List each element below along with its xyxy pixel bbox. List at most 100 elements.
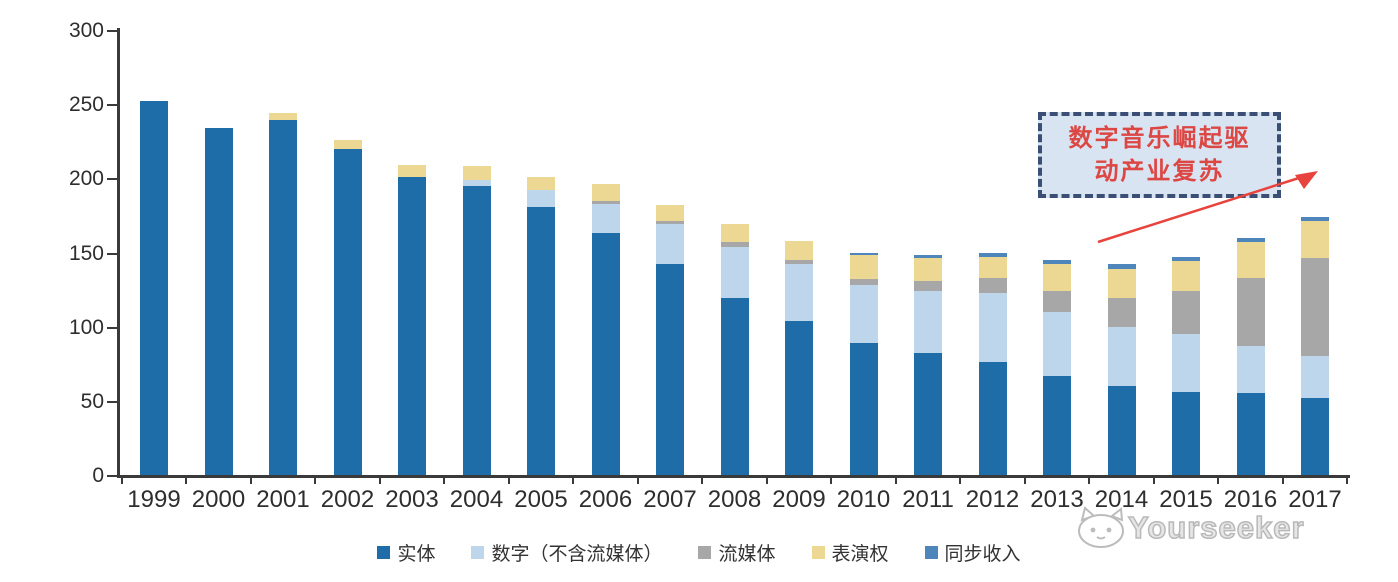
legend-swatch-icon xyxy=(811,545,825,559)
x-axis-tick xyxy=(185,476,188,484)
bar-segment-2010 xyxy=(849,255,878,280)
bar-segment-2014 xyxy=(1107,264,1136,269)
y-axis-tick xyxy=(107,400,118,403)
x-axis-label-1999: 1999 xyxy=(127,486,181,513)
legend-item: 同步收入 xyxy=(924,539,1021,566)
x-axis-label-2009: 2009 xyxy=(772,486,826,513)
chart-legend: 实体 数字（不含流媒体） 流媒体 表演权 同步收入 xyxy=(0,537,1398,567)
x-axis-label-2017: 2017 xyxy=(1288,486,1342,513)
bar-segment-2003 xyxy=(398,176,426,475)
bar-segment-2001 xyxy=(269,120,297,475)
x-axis-tick xyxy=(443,476,446,484)
y-axis-tick-label: 250 xyxy=(68,93,104,117)
bar-segment-2003 xyxy=(398,164,426,177)
bar-segment-2011 xyxy=(914,291,942,354)
x-axis-label-2015: 2015 xyxy=(1159,486,1213,513)
bar-segment-2009 xyxy=(785,320,813,475)
y-axis-line xyxy=(117,28,120,478)
bar-segment-2007 xyxy=(656,205,684,222)
legend-label: 同步收入 xyxy=(944,543,1021,565)
bar-segment-2012 xyxy=(978,292,1007,363)
legend-label: 数字（不含流媒体） xyxy=(491,543,663,565)
bar-segment-2000 xyxy=(204,127,233,475)
bar-segment-2017 xyxy=(1301,221,1329,259)
bar-segment-2011 xyxy=(914,280,942,292)
bar-segment-2011 xyxy=(914,255,942,259)
bar-segment-2013 xyxy=(1043,291,1071,312)
bar-segment-2005 xyxy=(527,206,555,475)
x-axis-tick xyxy=(701,476,704,484)
bar-segment-2013 xyxy=(1043,375,1071,475)
x-axis-label-2013: 2013 xyxy=(1030,486,1084,513)
x-axis-line xyxy=(117,475,1350,478)
legend-item: 流媒体 xyxy=(698,539,776,566)
bar-segment-2011 xyxy=(914,258,942,281)
legend-label: 流媒体 xyxy=(718,543,776,565)
x-axis-tick xyxy=(1217,476,1220,484)
bar-segment-2011 xyxy=(914,353,942,475)
y-axis-tick-label: 100 xyxy=(68,315,104,339)
x-axis-label-2001: 2001 xyxy=(256,486,310,513)
bar-segment-2017 xyxy=(1301,258,1329,357)
bar-segment-2004 xyxy=(462,179,491,186)
bar-segment-2005 xyxy=(527,176,555,191)
bar-segment-2016 xyxy=(1236,237,1265,243)
x-axis-tick xyxy=(1281,476,1284,484)
bar-segment-2015 xyxy=(1172,291,1200,335)
x-axis-tick xyxy=(1023,476,1026,484)
bar-segment-2009 xyxy=(785,259,813,265)
bar-segment-2014 xyxy=(1107,268,1136,299)
y-axis-tick xyxy=(107,104,118,107)
x-axis-label-2005: 2005 xyxy=(514,486,568,513)
bar-segment-2006 xyxy=(591,233,620,475)
y-axis-tick-label: 0 xyxy=(92,464,104,487)
x-axis-label-2010: 2010 xyxy=(836,486,891,513)
bar-segment-2016 xyxy=(1236,242,1265,278)
bar-segment-2010 xyxy=(849,285,878,343)
x-axis-label-2003: 2003 xyxy=(385,486,439,513)
bar-segment-2012 xyxy=(978,256,1007,278)
y-axis-tick xyxy=(107,326,118,329)
bar-segment-2015 xyxy=(1172,261,1200,292)
bar-segment-2010 xyxy=(849,279,878,286)
bar-segment-2012 xyxy=(978,277,1007,293)
bar-segment-2016 xyxy=(1236,345,1265,394)
x-axis-tick xyxy=(765,476,768,484)
bar-segment-2014 xyxy=(1107,298,1136,327)
x-axis-label-2004: 2004 xyxy=(449,486,504,513)
y-axis-tick xyxy=(107,30,118,32)
bar-segment-2016 xyxy=(1236,277,1265,346)
legend-item: 实体 xyxy=(377,539,435,566)
x-axis-label-2007: 2007 xyxy=(643,486,697,513)
annotation-arrow-icon xyxy=(1097,171,1318,244)
bar-segment-2004 xyxy=(462,166,491,180)
legend-swatch-icon xyxy=(698,545,712,559)
x-axis-label-2002: 2002 xyxy=(320,486,375,513)
bar-segment-2014 xyxy=(1107,386,1136,475)
bar-segment-2002 xyxy=(333,148,362,475)
legend-swatch-icon xyxy=(924,545,938,559)
x-axis-label-2014: 2014 xyxy=(1094,486,1149,513)
bar-segment-2009 xyxy=(785,240,813,260)
legend-label: 表演权 xyxy=(831,543,889,565)
bar-segment-2006 xyxy=(591,200,620,204)
bar-segment-2006 xyxy=(591,203,620,234)
x-axis-label-2016: 2016 xyxy=(1223,486,1278,513)
y-axis-tick-label: 300 xyxy=(68,19,104,42)
x-axis-label-2000: 2000 xyxy=(191,486,246,513)
x-axis-tick xyxy=(314,476,317,484)
bar-segment-2008 xyxy=(720,298,749,475)
x-axis-tick xyxy=(249,476,252,484)
bar-segment-2008 xyxy=(720,224,749,243)
x-axis-tick xyxy=(1152,476,1155,484)
y-axis-tick xyxy=(107,178,118,181)
bar-segment-2010 xyxy=(849,252,878,256)
x-axis-tick xyxy=(894,476,897,484)
legend-swatch-icon xyxy=(377,545,391,559)
legend-item: 表演权 xyxy=(811,539,889,566)
bar-segment-2007 xyxy=(656,264,684,475)
bar-segment-2004 xyxy=(462,185,491,475)
bar-segment-2001 xyxy=(269,113,297,121)
bar-segment-2002 xyxy=(333,139,362,149)
bar-segment-2012 xyxy=(978,362,1007,475)
